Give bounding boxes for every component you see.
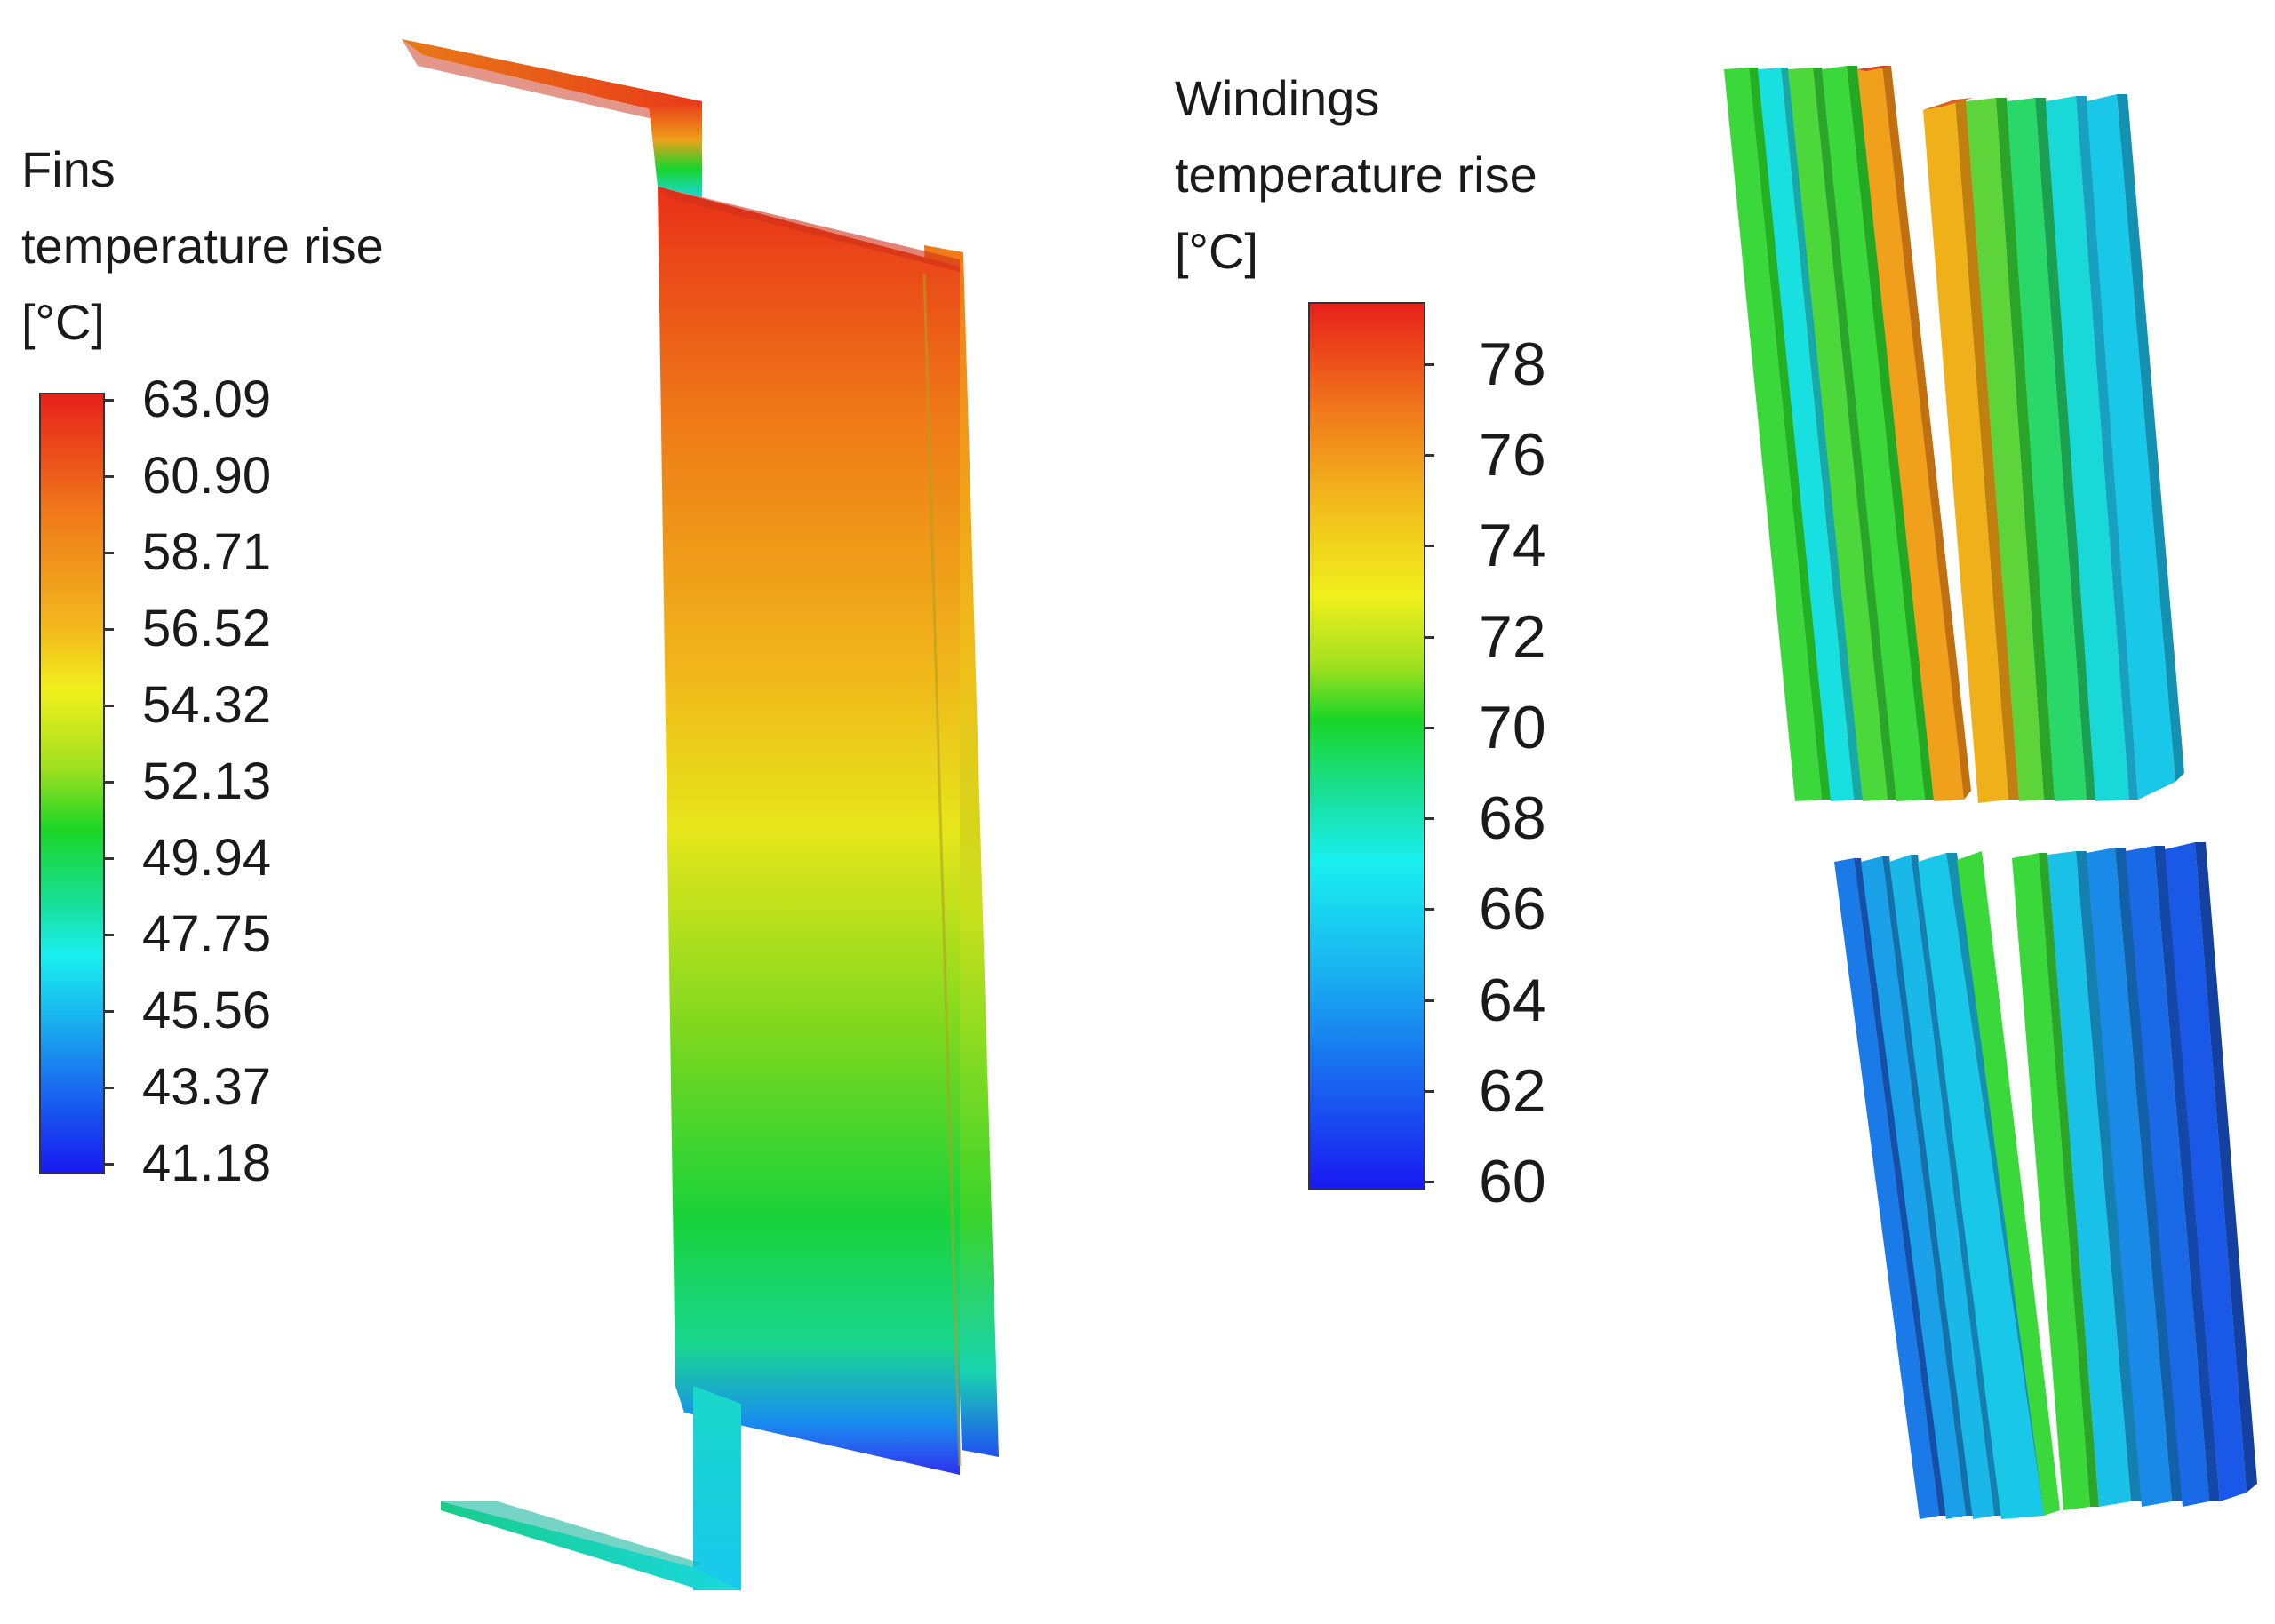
- tick-mark: [105, 628, 114, 631]
- tick-mark: [1425, 726, 1434, 729]
- tick-label: 58.71: [142, 523, 272, 581]
- tick-mark: [1425, 635, 1434, 639]
- windings-top-right-group: [1923, 94, 2184, 803]
- windings-top-left-group: [1724, 66, 1971, 801]
- tick-mark: [105, 399, 114, 402]
- tick-label: 62: [1479, 1056, 1546, 1125]
- tick-mark: [1425, 908, 1434, 912]
- tick-label: 56.52: [142, 600, 272, 657]
- windings-colorbar: [1308, 302, 1425, 1190]
- tick-mark: [1425, 363, 1434, 366]
- tick-mark: [1425, 817, 1434, 821]
- tick-label: 63.09: [142, 370, 272, 428]
- tick-label: 43.37: [142, 1058, 272, 1116]
- windings-bottom-right-group: [2012, 842, 2257, 1510]
- tick-label: 68: [1479, 784, 1546, 853]
- tick-label: 45.56: [142, 982, 272, 1039]
- tick-mark: [105, 1087, 114, 1089]
- tick-mark: [105, 857, 114, 860]
- tick-label: 60: [1479, 1148, 1546, 1215]
- tick-label: 64: [1479, 966, 1546, 1034]
- tick-mark: [105, 552, 114, 554]
- tick-label: 47.75: [142, 905, 272, 963]
- tick-label: 74: [1479, 512, 1546, 580]
- tick-mark: [105, 934, 114, 936]
- tick-label: 66: [1479, 875, 1546, 943]
- tick-mark: [1425, 545, 1434, 548]
- tick-mark: [105, 705, 114, 707]
- windings-bottom-left-group: [1834, 851, 2060, 1519]
- windings-legend-title: Windings temperature rise [°C]: [1175, 70, 1537, 279]
- tick-mark: [105, 475, 114, 478]
- tick-mark: [1425, 1089, 1434, 1093]
- tick-label: 78: [1479, 330, 1546, 398]
- tick-label: 49.94: [142, 829, 272, 887]
- tick-label: 70: [1479, 693, 1546, 761]
- tick-label: 52.13: [142, 752, 272, 810]
- fins-legend-title: Fins temperature rise [°C]: [21, 141, 384, 350]
- tick-mark: [105, 1163, 114, 1166]
- fins-colorbar: [39, 393, 105, 1174]
- tick-mark: [1425, 454, 1434, 458]
- tick-label: 54.32: [142, 676, 272, 734]
- tick-label: 72: [1479, 602, 1546, 671]
- tick-mark: [1425, 1181, 1434, 1183]
- tick-mark: [105, 781, 114, 784]
- tick-label: 41.18: [142, 1134, 272, 1192]
- tick-mark: [1425, 999, 1434, 1002]
- tick-label: 76: [1479, 421, 1546, 490]
- tick-label: 60.90: [142, 447, 272, 505]
- tick-mark: [105, 1010, 114, 1013]
